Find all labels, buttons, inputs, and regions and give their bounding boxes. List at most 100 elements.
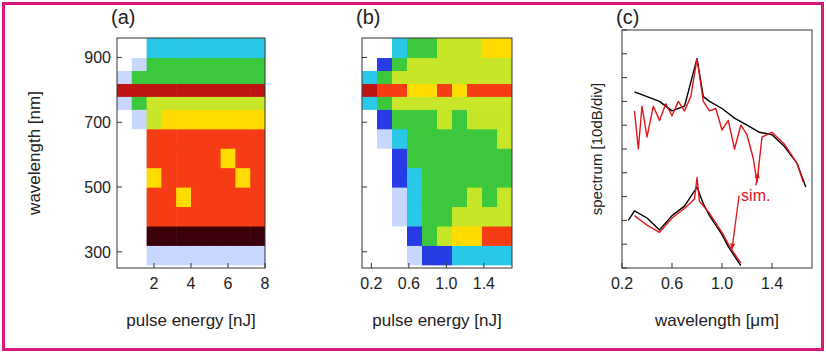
- heat-cell: [362, 57, 378, 71]
- heat-cell: [392, 70, 408, 84]
- heat-cell: [452, 38, 468, 58]
- heat-cell: [482, 148, 498, 168]
- heat-cell: [221, 38, 236, 58]
- heat-cell: [206, 96, 221, 110]
- heat-cell: [191, 109, 206, 129]
- heat-cell: [132, 70, 147, 84]
- x-tick: [265, 263, 266, 268]
- heat-cell: [467, 206, 483, 226]
- y-axis-title: spectrum [10dB/div]: [588, 83, 605, 216]
- heat-cell: [362, 96, 378, 110]
- y-tick: [362, 122, 367, 123]
- y-tick: [622, 30, 627, 31]
- heat-cell: [221, 83, 236, 97]
- heat-cell: [497, 226, 512, 246]
- y-tick-label: 700: [84, 114, 111, 131]
- heat-cell: [206, 206, 221, 226]
- y-tick: [362, 251, 367, 252]
- heat-cell: [497, 187, 512, 207]
- heat-cell: [235, 168, 250, 188]
- heat-cell: [132, 245, 147, 265]
- x-tick: [722, 263, 723, 268]
- heat-cell: [250, 109, 265, 129]
- heat-cell: [407, 187, 423, 207]
- heat-cell: [497, 38, 512, 58]
- x-axis-title: wavelength [μm]: [654, 311, 779, 330]
- heat-cell: [191, 96, 206, 110]
- heat-cell: [235, 70, 250, 84]
- x-tick-label: 6: [224, 275, 233, 292]
- heat-cell: [147, 148, 162, 168]
- heat-cell: [221, 226, 236, 246]
- heat-cell: [191, 38, 206, 58]
- heat-cell: [221, 187, 236, 207]
- heat-cell: [161, 206, 176, 226]
- x-tick-label: 1.0: [435, 275, 457, 292]
- heat-cell: [362, 38, 378, 58]
- heat-cell: [452, 129, 468, 149]
- heat-cell: [221, 70, 236, 84]
- heat-cell: [161, 96, 176, 110]
- heat-cell: [132, 168, 147, 188]
- y-tick: [622, 125, 627, 126]
- heat-cell: [191, 206, 206, 226]
- heat-cell: [191, 83, 206, 97]
- heat-cell: [467, 70, 483, 84]
- heat-cell: [392, 57, 408, 71]
- annotation-arrow: [732, 196, 739, 249]
- heat-cell: [437, 245, 453, 265]
- heat-cell: [452, 83, 468, 97]
- heat-cell: [467, 168, 483, 188]
- heat-cell: [377, 109, 393, 129]
- y-tick: [622, 268, 627, 269]
- heat-cell: [362, 245, 378, 265]
- spectrum-line: [635, 59, 806, 188]
- heat-cell: [422, 245, 438, 265]
- y-tick: [622, 244, 627, 245]
- heat-cell: [407, 38, 423, 58]
- heat-cell: [482, 206, 498, 226]
- heat-cell: [117, 129, 132, 149]
- heat-cell: [132, 129, 147, 149]
- heat-cell: [176, 83, 191, 97]
- heat-cell: [497, 245, 512, 265]
- heat-cell: [117, 206, 132, 226]
- heat-cell: [482, 109, 498, 129]
- x-tick-label: 0.2: [360, 275, 382, 292]
- heat-cell: [191, 245, 206, 265]
- heat-cell: [235, 129, 250, 149]
- x-tick-label: 8: [261, 275, 270, 292]
- heat-cell: [147, 245, 162, 265]
- heat-cell: [467, 96, 483, 110]
- heat-cell: [407, 57, 423, 71]
- heat-cell: [437, 148, 453, 168]
- heat-cell: [235, 206, 250, 226]
- heat-cell: [392, 168, 408, 188]
- heat-cell: [235, 226, 250, 246]
- heat-cell: [392, 226, 408, 246]
- x-tick: [191, 263, 192, 268]
- heat-cell: [422, 226, 438, 246]
- heat-cell: [221, 96, 236, 110]
- heat-cell: [452, 168, 468, 188]
- heat-cell: [452, 187, 468, 207]
- heat-cell: [362, 148, 378, 168]
- heat-cell: [191, 57, 206, 71]
- heat-cell: [250, 38, 265, 58]
- heat-cell: [176, 206, 191, 226]
- heat-cell: [250, 96, 265, 110]
- x-tick-label: 0.6: [398, 275, 420, 292]
- heat-cell: [452, 206, 468, 226]
- heat-cell: [422, 148, 438, 168]
- spectrum-line: [628, 187, 741, 266]
- heat-cell: [250, 148, 265, 168]
- heat-cell: [437, 187, 453, 207]
- spectrum-line: [635, 178, 741, 264]
- heat-cell: [377, 83, 393, 97]
- heat-cell: [407, 148, 423, 168]
- heat-cell: [132, 96, 147, 110]
- annotation: sim.: [741, 187, 770, 204]
- heat-cell: [176, 96, 191, 110]
- heat-cell: [422, 38, 438, 58]
- heat-cell: [147, 168, 162, 188]
